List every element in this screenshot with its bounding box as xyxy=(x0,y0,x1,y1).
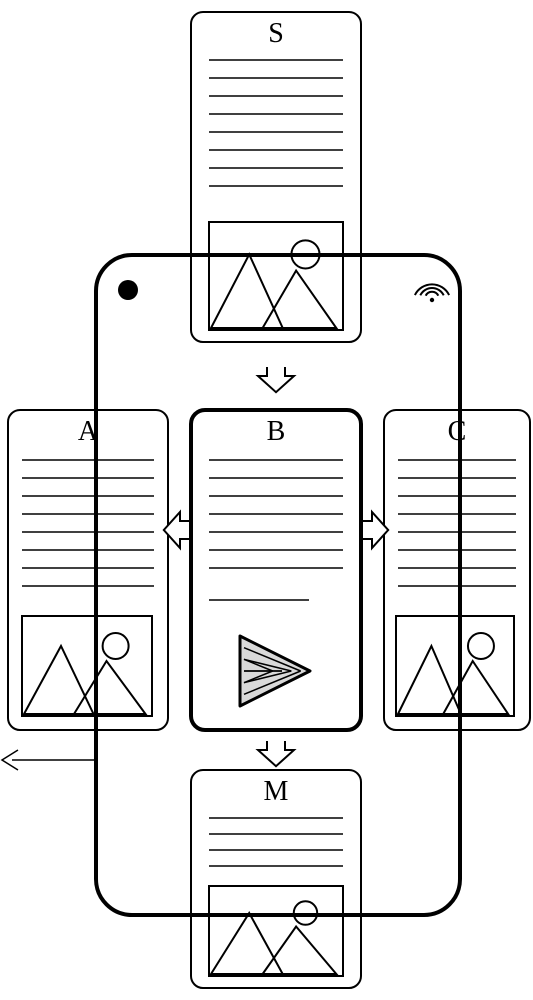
card-c: C xyxy=(384,410,530,730)
card-s-label: S xyxy=(268,18,284,49)
s-to-b-arrow-icon xyxy=(258,367,294,392)
card-c-label: C xyxy=(448,416,467,447)
card-m-label: M xyxy=(264,776,289,807)
card-a: A xyxy=(8,410,168,730)
card-a-label: A xyxy=(78,416,99,447)
b-to-m-arrow-icon xyxy=(258,741,294,766)
card-s: S xyxy=(191,12,361,342)
camera-icon xyxy=(118,280,138,300)
wifi-icon xyxy=(415,284,449,302)
card-b-label: B xyxy=(267,416,286,447)
